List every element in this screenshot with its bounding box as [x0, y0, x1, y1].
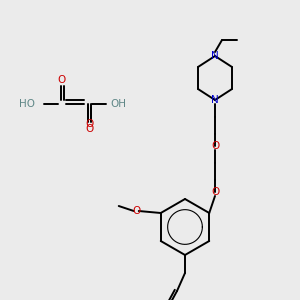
Text: HO: HO: [19, 99, 35, 109]
Text: N: N: [211, 51, 219, 61]
Text: O: O: [85, 119, 93, 129]
Text: O: O: [211, 141, 219, 151]
Text: O: O: [211, 187, 219, 197]
Text: O: O: [85, 124, 93, 134]
Text: OH: OH: [110, 99, 126, 109]
Text: O: O: [58, 75, 66, 85]
Text: O: O: [133, 206, 141, 216]
Text: N: N: [211, 95, 219, 105]
